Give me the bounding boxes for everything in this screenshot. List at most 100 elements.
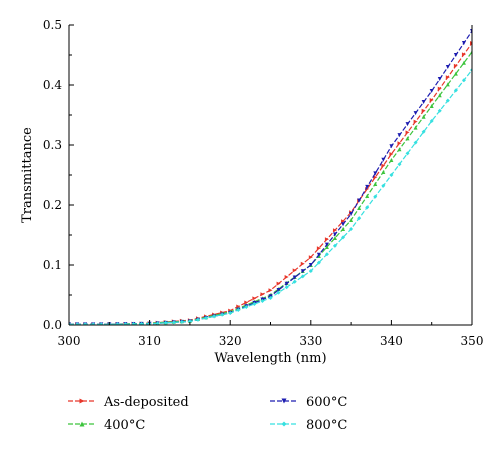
x-tick-label: 300 bbox=[58, 334, 81, 348]
series-3 bbox=[69, 29, 472, 325]
series-point-1 bbox=[292, 268, 297, 273]
series-point-4 bbox=[123, 322, 128, 325]
series-point-4 bbox=[83, 322, 88, 325]
series-point-3 bbox=[373, 171, 378, 176]
series-point-3 bbox=[332, 232, 337, 237]
series-point-1 bbox=[381, 163, 386, 168]
series-point-4 bbox=[276, 290, 281, 295]
series-point-2 bbox=[373, 182, 378, 186]
legend-marker bbox=[281, 421, 287, 427]
series-point-3 bbox=[461, 41, 466, 45]
series-point-3 bbox=[453, 53, 458, 57]
series-point-2 bbox=[365, 194, 370, 198]
series-point-3 bbox=[437, 77, 442, 81]
legend-label: 800°C bbox=[306, 418, 347, 433]
series-point-1 bbox=[276, 281, 281, 286]
series-point-2 bbox=[341, 227, 346, 231]
series-point-2 bbox=[413, 125, 418, 130]
series-point-4 bbox=[115, 322, 120, 325]
legend-item-3: 600°C bbox=[270, 395, 347, 410]
series-point-2 bbox=[381, 170, 386, 174]
series-point-4 bbox=[324, 252, 329, 257]
series-point-4 bbox=[220, 312, 225, 317]
series-point-2 bbox=[357, 206, 362, 210]
series-point-3 bbox=[292, 275, 297, 280]
series-point-1 bbox=[324, 237, 329, 242]
y-tick-label: 0.4 bbox=[43, 78, 62, 92]
series-point-1 bbox=[268, 288, 273, 293]
series-point-4 bbox=[405, 151, 410, 156]
series-point-4 bbox=[236, 308, 241, 312]
series-1 bbox=[69, 41, 472, 325]
series-line-3 bbox=[69, 30, 472, 325]
series-point-3 bbox=[381, 157, 386, 162]
series-point-4 bbox=[461, 78, 466, 83]
series-line-1 bbox=[69, 42, 472, 325]
series-point-4 bbox=[445, 98, 450, 103]
series-point-2 bbox=[389, 158, 394, 162]
series-point-4 bbox=[284, 285, 289, 290]
x-axis-title: Wavelength (nm) bbox=[214, 351, 326, 366]
series-point-3 bbox=[413, 111, 418, 116]
series-point-3 bbox=[445, 65, 450, 69]
series-point-4 bbox=[131, 322, 136, 325]
legend: As-deposited 400°C 600°C 800°C bbox=[68, 395, 347, 433]
y-tick-label: 0.1 bbox=[43, 258, 62, 272]
series-point-4 bbox=[228, 311, 233, 315]
y-tick-label: 0.2 bbox=[43, 198, 62, 212]
series-point-1 bbox=[421, 108, 426, 113]
series-point-4 bbox=[397, 162, 402, 167]
legend-item-1: As-deposited bbox=[68, 395, 189, 410]
series-point-1 bbox=[244, 300, 249, 305]
series-point-2 bbox=[445, 82, 450, 87]
series-point-4 bbox=[381, 183, 386, 188]
series-point-4 bbox=[341, 235, 346, 240]
series-point-4 bbox=[163, 320, 168, 325]
plot-area bbox=[69, 29, 472, 325]
y-tick-label: 0.0 bbox=[43, 318, 62, 332]
y-tick-label: 0.5 bbox=[43, 18, 62, 32]
y-tick-label: 0.3 bbox=[43, 138, 62, 152]
series-point-1 bbox=[461, 52, 466, 57]
x-tick-label: 350 bbox=[461, 334, 484, 348]
series-point-4 bbox=[413, 140, 418, 145]
series-point-2 bbox=[429, 104, 434, 108]
legend-marker bbox=[79, 398, 85, 404]
series-point-2 bbox=[349, 218, 354, 222]
series-point-4 bbox=[308, 269, 313, 273]
legend-item-2: 400°C bbox=[68, 418, 145, 433]
series-point-1 bbox=[308, 255, 313, 260]
series-point-1 bbox=[429, 98, 434, 102]
series-point-4 bbox=[91, 322, 96, 325]
series-point-2 bbox=[397, 147, 402, 152]
series-point-3 bbox=[284, 281, 289, 286]
x-tick-label: 310 bbox=[138, 334, 161, 348]
series-point-1 bbox=[260, 292, 265, 297]
series-point-4 bbox=[357, 216, 362, 221]
series-point-1 bbox=[453, 63, 458, 68]
series-point-1 bbox=[405, 130, 410, 135]
series-point-4 bbox=[421, 129, 426, 134]
series-point-2 bbox=[461, 60, 466, 65]
series-point-4 bbox=[204, 316, 209, 321]
series-point-3 bbox=[300, 269, 305, 274]
series-point-3 bbox=[389, 144, 394, 149]
series-point-4 bbox=[300, 274, 305, 279]
series-point-4 bbox=[260, 299, 265, 303]
legend-label: 400°C bbox=[104, 418, 145, 433]
series-point-4 bbox=[244, 305, 249, 309]
series-2 bbox=[69, 50, 472, 325]
series-point-2 bbox=[453, 71, 458, 76]
series-point-4 bbox=[139, 321, 144, 325]
series-point-4 bbox=[268, 296, 273, 300]
series-point-1 bbox=[284, 275, 289, 279]
series-point-4 bbox=[316, 260, 321, 265]
series-point-1 bbox=[332, 228, 337, 233]
series-point-3 bbox=[365, 184, 370, 189]
series-point-4 bbox=[75, 322, 80, 325]
series-point-4 bbox=[292, 279, 297, 284]
series-point-3 bbox=[397, 133, 402, 138]
series-point-3 bbox=[429, 89, 434, 93]
series-point-3 bbox=[316, 252, 321, 257]
series-point-3 bbox=[405, 122, 410, 127]
